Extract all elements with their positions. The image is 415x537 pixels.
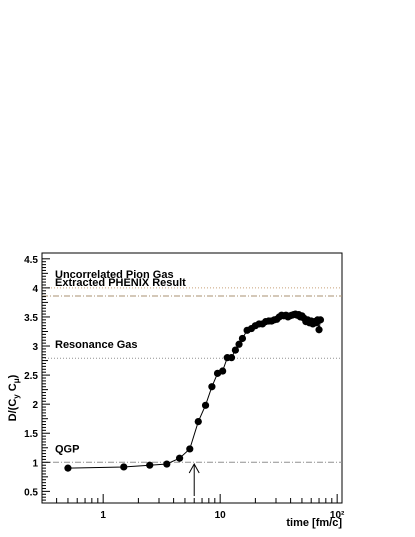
y-tick-label: 4 — [32, 284, 38, 295]
y-tick-label: 2.5 — [24, 371, 38, 382]
y-tick-label: 1 — [32, 458, 38, 469]
y-tick-label: 2 — [32, 400, 38, 411]
x-axis-ticks: 1 10 10² — [41, 494, 345, 521]
reference-label-3: QGP — [55, 443, 79, 455]
y-axis-ticks: 0.5 1 1.5 2 2.5 3 3.5 4 4.5 — [24, 255, 50, 501]
y-tick-label: 3 — [32, 342, 38, 353]
data-point — [235, 340, 243, 348]
plot-frame — [41, 252, 343, 504]
x-tick-label: 10 — [215, 510, 227, 521]
data-point — [146, 461, 154, 469]
reference-label-2: Resonance Gas — [55, 339, 138, 351]
y-tick-label: 4.5 — [24, 255, 38, 266]
y-tick-label: 0.5 — [24, 487, 38, 498]
data-point — [316, 316, 325, 324]
data-point — [238, 334, 247, 343]
x-axis-label: time [fm/c] — [286, 517, 342, 529]
y-axis-label: D/(Cy Cμ) — [7, 374, 21, 421]
reference-label-1: Extracted PHENIX Result — [55, 277, 186, 289]
x-tick-label: 1 — [100, 510, 106, 521]
data-point — [219, 367, 227, 375]
data-point — [201, 401, 210, 409]
data-point — [120, 463, 128, 471]
y-tick-label: 3.5 — [24, 313, 38, 324]
data-point — [227, 354, 236, 362]
x-tick-label: 10² — [330, 510, 345, 521]
reference-label-0: Uncorrelated Pion Gas — [55, 269, 174, 281]
data-point — [186, 445, 194, 453]
data-point — [175, 454, 184, 462]
arrow-head — [188, 463, 200, 474]
arrow-annotation — [188, 463, 200, 497]
svg-text:D/(Cy Cμ): D/(Cy Cμ) — [7, 374, 21, 421]
data-point — [163, 460, 171, 468]
data-point — [194, 418, 202, 426]
series-line — [67, 313, 321, 469]
y-tick-label: 1.5 — [24, 429, 38, 440]
series-points — [64, 310, 325, 472]
data-point — [315, 326, 323, 334]
data-point — [208, 383, 216, 391]
data-point — [231, 346, 240, 354]
data-point — [64, 464, 72, 472]
reference-lines — [42, 287, 342, 463]
